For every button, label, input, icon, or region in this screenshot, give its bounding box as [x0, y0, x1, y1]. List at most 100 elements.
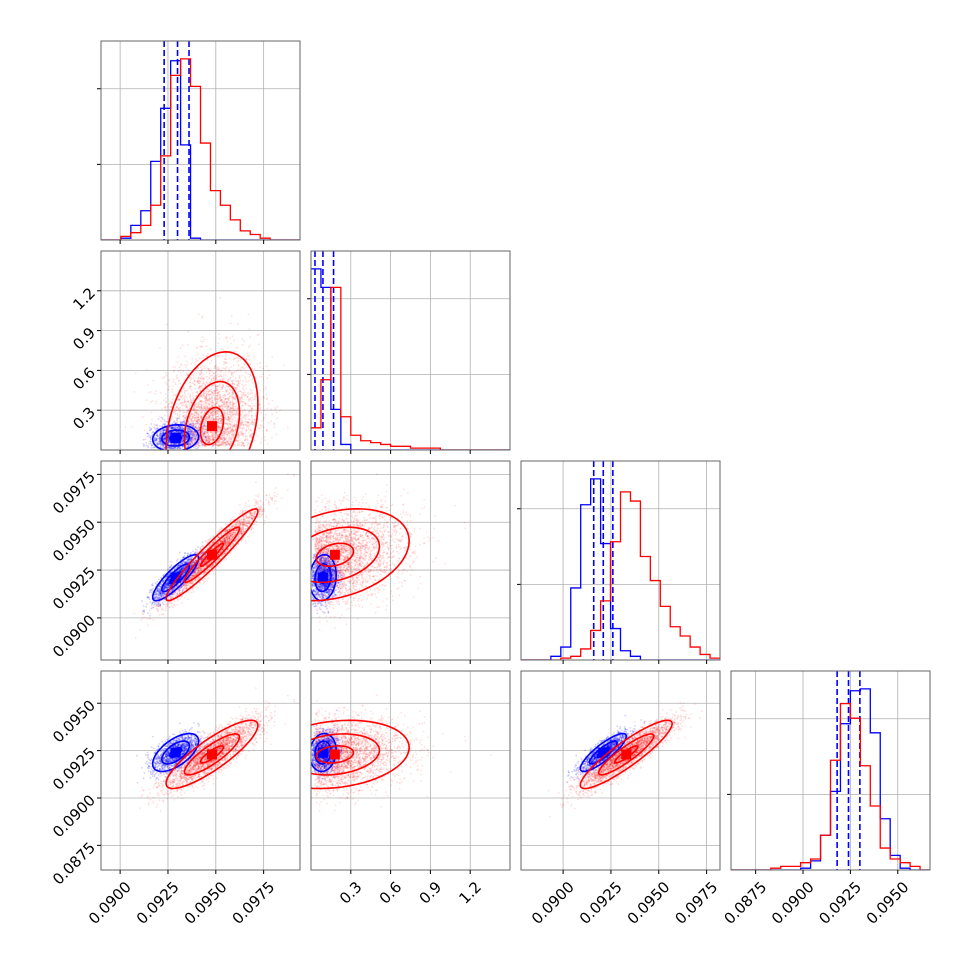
scatter-point — [231, 417, 234, 420]
scatter-point — [208, 398, 211, 401]
scatter-point — [205, 439, 208, 442]
scatter-point — [245, 380, 248, 383]
scatter-point — [233, 409, 236, 412]
scatter-point — [199, 380, 202, 383]
scatter-point — [210, 411, 213, 414]
scatter-point — [226, 397, 229, 400]
scatter-point — [204, 421, 206, 424]
scatter-point — [237, 444, 239, 447]
scatter-point — [217, 425, 220, 428]
scatter-point — [185, 414, 188, 416]
scatter-point — [189, 444, 192, 447]
scatter-point — [199, 385, 201, 388]
scatter-point — [227, 413, 229, 416]
scatter-point — [220, 415, 223, 418]
scatter-point — [192, 446, 195, 449]
scatter-point — [212, 409, 215, 412]
scatter-point — [212, 438, 215, 441]
scatter-point — [210, 405, 212, 408]
scatter-point — [189, 385, 192, 388]
panel-content-1-0 — [101, 251, 300, 450]
scatter-point — [262, 396, 265, 399]
scatter-point — [231, 430, 234, 433]
scatter-point — [142, 438, 145, 441]
scatter-point — [184, 394, 186, 397]
scatter-point — [217, 392, 220, 394]
scatter-point — [192, 439, 195, 442]
scatter-point — [231, 380, 234, 382]
scatter-point — [208, 396, 211, 399]
scatter-point — [199, 420, 201, 423]
scatter-point — [227, 393, 230, 396]
scatter-point — [227, 378, 230, 381]
scatter-point — [202, 435, 205, 438]
scatter-point — [211, 392, 214, 395]
scatter-point — [179, 421, 182, 424]
scatter-point — [200, 403, 203, 406]
scatter-point — [229, 424, 232, 427]
scatter-point — [198, 403, 201, 406]
scatter-point — [219, 405, 221, 408]
scatter-point — [226, 408, 229, 410]
scatter-point — [192, 591, 195, 593]
scatter-point — [209, 431, 211, 434]
scatter-point — [197, 382, 200, 385]
scatter-point — [249, 422, 252, 425]
scatter-point — [215, 412, 218, 415]
scatter-point — [248, 373, 250, 376]
scatter-point — [203, 434, 205, 436]
scatter-point — [180, 363, 182, 366]
scatter-point — [187, 409, 189, 412]
scatter-point — [226, 430, 229, 433]
scatter-point — [231, 395, 234, 398]
scatter-point — [186, 411, 189, 414]
scatter-point — [177, 370, 180, 372]
scatter-point — [212, 419, 215, 422]
scatter-point — [192, 414, 195, 417]
scatter-point — [209, 431, 212, 434]
scatter-point — [238, 444, 241, 446]
scatter-point — [197, 406, 200, 408]
scatter-point — [230, 438, 233, 441]
scatter-point — [259, 362, 262, 364]
scatter-point — [168, 378, 171, 381]
scatter-point — [183, 400, 186, 403]
scatter-point — [200, 345, 203, 348]
scatter-point — [250, 379, 253, 382]
scatter-point — [185, 365, 187, 368]
scatter-point — [249, 336, 252, 339]
scatter-point — [247, 393, 249, 395]
scatter-point — [211, 434, 214, 437]
scatter-point — [241, 419, 244, 422]
scatter-point — [210, 390, 213, 393]
scatter-point — [201, 429, 204, 432]
scatter-point — [218, 391, 220, 394]
scatter-point — [235, 410, 238, 413]
scatter-point — [267, 369, 270, 372]
scatter-point — [226, 380, 229, 383]
scatter-point — [263, 388, 265, 391]
scatter-point — [247, 439, 249, 442]
scatter-point — [212, 444, 215, 446]
scatter-point — [235, 350, 238, 353]
scatter-point — [191, 439, 194, 441]
panel-1-0: 0.30.60.91.2 — [69, 250, 301, 454]
scatter-point — [197, 413, 200, 416]
scatter-point — [197, 426, 200, 428]
scatter-point — [219, 399, 222, 402]
scatter-point — [227, 385, 230, 388]
scatter-point — [195, 420, 198, 423]
scatter-point — [206, 435, 209, 438]
scatter-point — [206, 393, 209, 396]
scatter-point — [182, 434, 184, 437]
scatter-point — [222, 436, 225, 439]
scatter-point — [222, 441, 225, 444]
scatter-point — [200, 410, 203, 413]
scatter-point — [179, 410, 181, 413]
scatter-point — [208, 368, 210, 370]
scatter-point — [195, 347, 198, 350]
scatter-point — [200, 370, 203, 373]
scatter-point — [213, 411, 216, 414]
scatter-point — [234, 405, 237, 408]
scatter-point — [217, 388, 219, 391]
